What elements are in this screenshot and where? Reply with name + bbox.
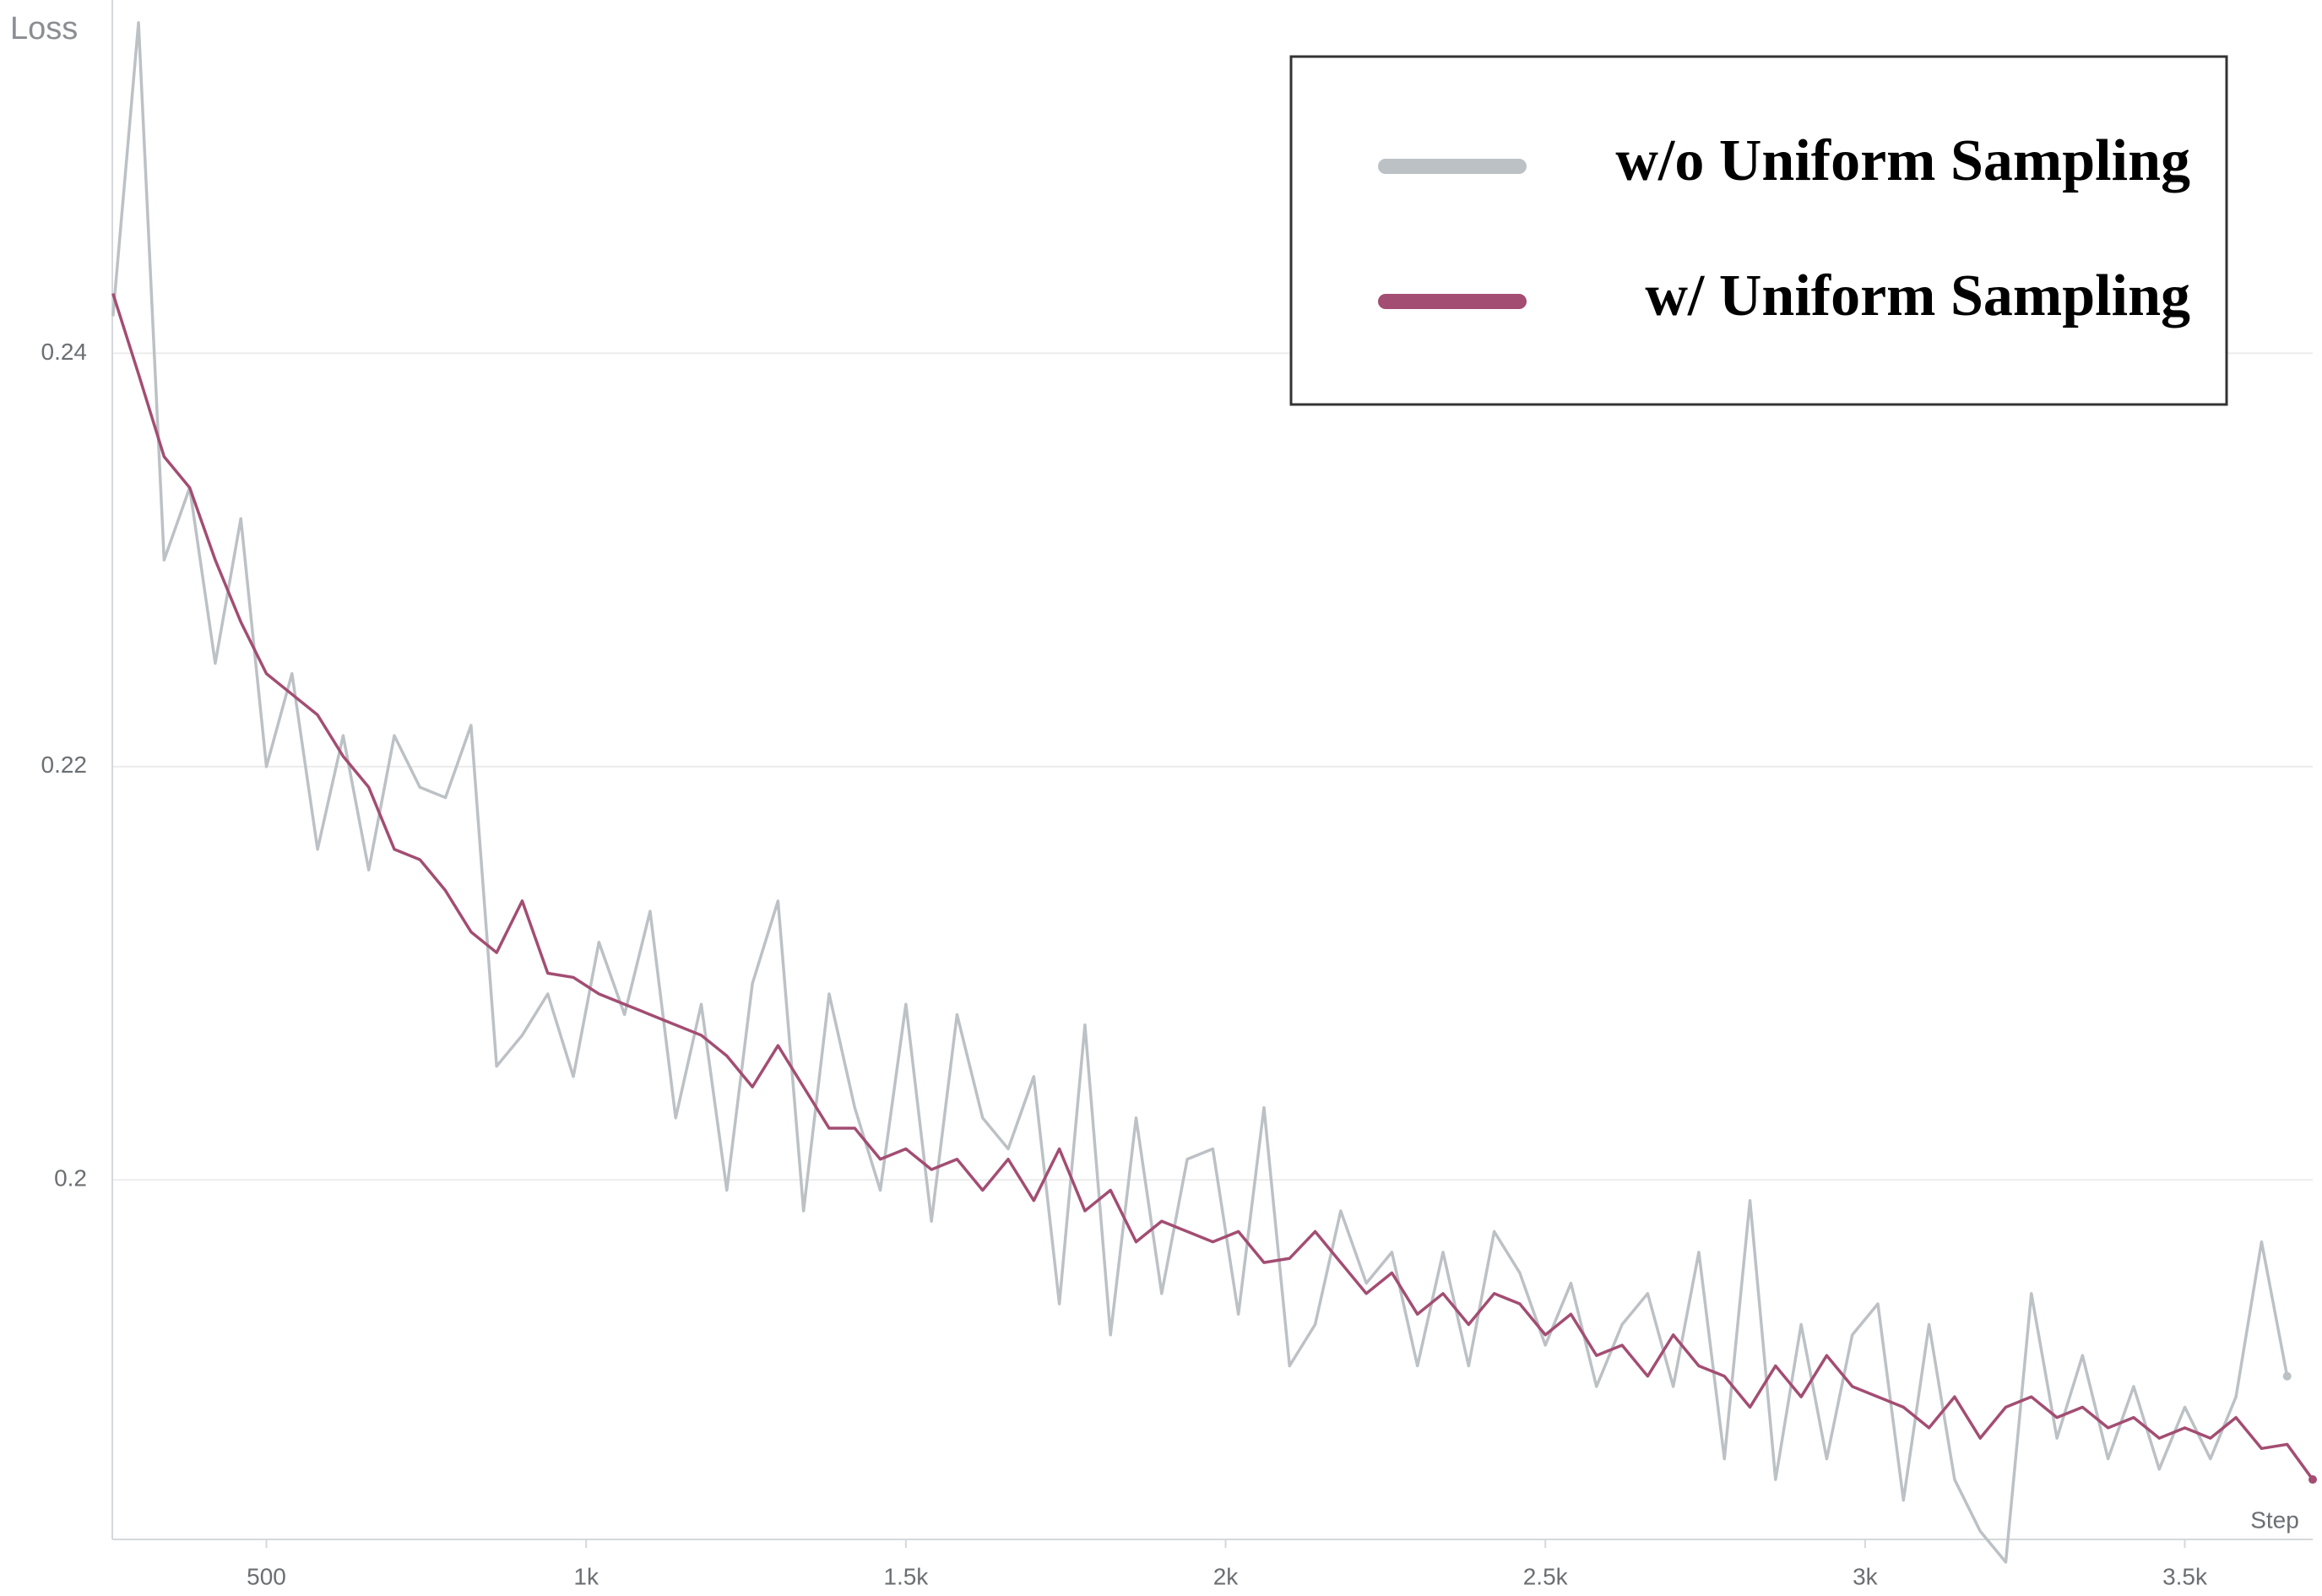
series-line (111, 21, 2289, 1564)
x-tick-label: 1k (573, 1563, 599, 1589)
end-point (2282, 1371, 2292, 1381)
legend: w/o Uniform Sampling w/ Uniform Sampling (1289, 55, 2228, 406)
y-axis-label: Loss (10, 11, 78, 46)
y-tick-label: 0.22 (41, 752, 88, 778)
x-axis-label: Step (2250, 1506, 2299, 1533)
legend-label: w/ Uniform Sampling (1645, 263, 2190, 328)
x-tick-label: 2.5k (1523, 1563, 1569, 1589)
series-line (111, 292, 2314, 1481)
x-tick-label: 3.5k (2162, 1563, 2208, 1589)
x-tick-label: 500 (247, 1563, 286, 1589)
end-point (2308, 1475, 2317, 1485)
y-tick-label: 0.2 (54, 1165, 87, 1192)
legend-label: w/o Uniform Sampling (1615, 128, 2190, 193)
y-tick-label: 0.24 (41, 339, 88, 365)
x-tick-label: 1.5k (883, 1563, 929, 1589)
legend-box (1289, 55, 2228, 406)
x-tick-label: 2k (1213, 1563, 1240, 1589)
x-tick-label: 3k (1853, 1563, 1879, 1589)
